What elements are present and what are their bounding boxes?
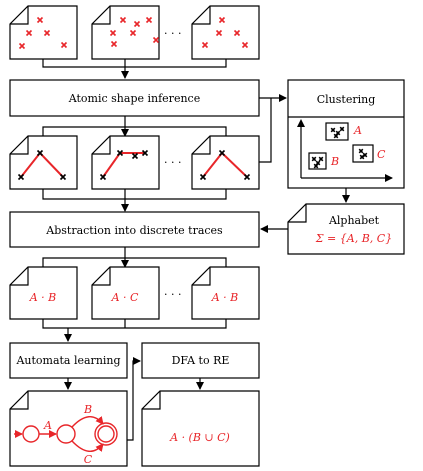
input-doc-3	[191, 5, 260, 60]
automaton-doc	[9, 390, 128, 467]
state-2	[94, 422, 118, 446]
point-marker	[131, 152, 139, 160]
automaton-graph	[14, 416, 118, 452]
point-marker	[218, 149, 226, 157]
cluster-points	[311, 126, 368, 169]
point-marker	[333, 133, 339, 139]
cluster-b	[308, 152, 327, 170]
point-marker	[145, 16, 153, 24]
point-marker	[243, 173, 251, 181]
point-marker	[233, 29, 241, 37]
regex-doc	[141, 390, 260, 467]
point-marker	[129, 29, 137, 37]
connector-abstraction-to-traces	[42, 247, 227, 268]
point-marker	[339, 126, 345, 132]
point-marker	[313, 163, 319, 169]
shape-doc-3	[191, 135, 260, 190]
point-marker	[109, 29, 117, 37]
point-marker	[215, 29, 223, 37]
alphabet-doc	[287, 203, 405, 255]
automaton-label-b: B	[83, 403, 92, 416]
data-points-row1	[18, 16, 249, 50]
arrow-automaton-to-dfa	[127, 357, 141, 441]
transition-b	[71, 416, 104, 428]
state-1	[56, 424, 76, 444]
point-marker	[99, 173, 107, 181]
transition-c	[71, 440, 104, 452]
ellipsis-row3: · · ·	[164, 288, 181, 301]
point-marker	[116, 149, 124, 157]
input-doc-2	[91, 5, 160, 60]
trace-1: A · B	[29, 291, 57, 304]
point-marker	[36, 149, 44, 157]
cluster-a-label: A	[353, 124, 362, 137]
trace-3: A · B	[211, 291, 239, 304]
shape-doc-1	[9, 135, 78, 190]
cluster-c-label: C	[377, 148, 386, 161]
input-doc-1	[9, 5, 78, 60]
atomic-shape-inference-label: Atomic shape inference	[68, 92, 200, 105]
alphabet-title: Alphabet	[328, 214, 380, 227]
point-marker	[60, 41, 68, 49]
point-marker	[59, 173, 67, 181]
trace-2: A · C	[111, 291, 139, 304]
state-2-accepting-ring	[97, 425, 115, 443]
clustering-axes	[297, 119, 393, 182]
cluster-b-label: B	[330, 155, 339, 168]
ellipsis-row1: · · ·	[164, 27, 181, 40]
automata-learning-label: Automata learning	[15, 354, 120, 367]
connector-inference-to-shapes	[42, 116, 227, 137]
point-marker	[141, 149, 149, 157]
point-marker	[18, 42, 26, 50]
point-marker	[318, 156, 324, 162]
atomic-shape-inference-box	[9, 79, 260, 117]
point-marker	[110, 40, 118, 48]
connector-shapes-to-abstraction	[42, 189, 227, 212]
shape-doc-2	[91, 135, 160, 190]
abstraction-box	[9, 211, 260, 248]
regex-result: A · (B ∪ C)	[169, 431, 230, 444]
point-marker	[330, 127, 336, 133]
connector-shapes-to-clustering	[259, 98, 272, 163]
point-marker	[17, 173, 25, 181]
point-marker	[359, 154, 365, 160]
clustering-label: Clustering	[317, 93, 376, 106]
point-marker	[36, 16, 44, 24]
point-marker	[311, 156, 317, 162]
point-marker	[152, 36, 160, 44]
point-marker	[25, 29, 33, 37]
ellipsis-row2: · · ·	[164, 156, 181, 169]
connector-traces-to-learning	[42, 319, 227, 342]
alphabet-set: Σ = {A, B, C}	[315, 232, 392, 245]
point-marker	[201, 41, 209, 49]
shape-points	[17, 149, 251, 181]
connector-inputs-to-inference	[42, 59, 227, 79]
point-marker	[241, 41, 249, 49]
point-marker	[43, 29, 51, 37]
point-marker	[218, 16, 226, 24]
dfa-to-re-label: DFA to RE	[172, 354, 230, 367]
point-marker	[119, 16, 127, 24]
point-marker	[199, 173, 207, 181]
dfa-to-re-box	[141, 342, 260, 379]
automaton-label-a: A	[43, 419, 52, 432]
abstraction-label: Abstraction into discrete traces	[45, 224, 223, 237]
point-marker	[133, 20, 141, 28]
automaton-label-c: C	[84, 453, 93, 466]
point-marker	[358, 148, 364, 154]
